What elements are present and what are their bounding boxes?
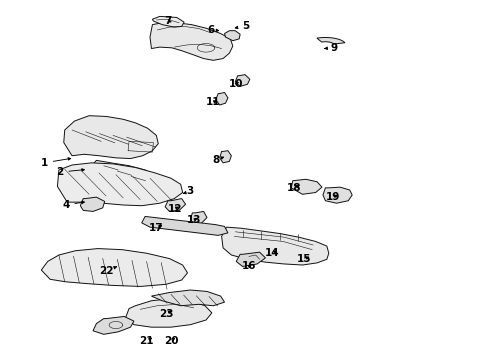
Text: 6: 6: [207, 25, 219, 35]
Polygon shape: [152, 17, 184, 27]
Text: 15: 15: [297, 253, 312, 264]
Text: 23: 23: [159, 309, 173, 319]
Text: 2: 2: [56, 167, 84, 177]
Text: 7: 7: [164, 16, 171, 26]
Polygon shape: [220, 151, 231, 163]
Polygon shape: [317, 37, 345, 44]
Text: 9: 9: [324, 43, 337, 53]
Text: 13: 13: [187, 215, 201, 225]
Text: 10: 10: [229, 79, 244, 89]
Text: 19: 19: [325, 192, 340, 202]
Polygon shape: [64, 116, 158, 158]
Polygon shape: [85, 160, 158, 194]
Text: 16: 16: [242, 261, 256, 271]
Text: 18: 18: [287, 183, 301, 193]
Polygon shape: [125, 298, 212, 327]
Text: 20: 20: [164, 336, 178, 346]
Text: 3: 3: [184, 186, 194, 197]
Polygon shape: [57, 163, 183, 206]
Text: 21: 21: [139, 336, 154, 346]
Polygon shape: [80, 197, 105, 211]
Polygon shape: [41, 249, 188, 287]
Text: 22: 22: [99, 266, 117, 276]
Polygon shape: [216, 93, 228, 105]
Polygon shape: [224, 31, 240, 41]
Polygon shape: [191, 211, 207, 225]
Text: 5: 5: [235, 21, 249, 31]
Text: 12: 12: [168, 203, 182, 213]
Text: 17: 17: [149, 223, 164, 233]
Polygon shape: [165, 199, 186, 211]
Polygon shape: [323, 187, 352, 203]
Text: 11: 11: [206, 97, 220, 107]
Polygon shape: [150, 23, 233, 60]
Polygon shape: [291, 179, 322, 194]
Text: 1: 1: [41, 158, 71, 168]
Polygon shape: [93, 316, 134, 334]
Text: 14: 14: [265, 248, 280, 258]
Polygon shape: [151, 290, 224, 306]
Polygon shape: [236, 252, 266, 266]
Polygon shape: [235, 75, 250, 86]
Text: 4: 4: [62, 200, 84, 210]
Polygon shape: [142, 216, 228, 235]
Polygon shape: [221, 227, 329, 265]
Text: 8: 8: [212, 155, 223, 165]
